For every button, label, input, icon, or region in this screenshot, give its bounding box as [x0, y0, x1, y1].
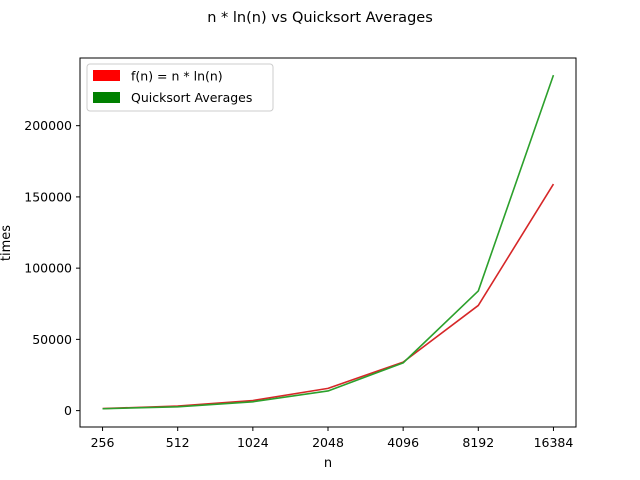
x-tick-label-1: 512 — [166, 435, 190, 450]
x-axis-ticks: 256 512 1024 2048 4096 8192 16384 — [91, 427, 574, 450]
series-line-1 — [102, 74, 555, 410]
legend: f(n) = n * ln(n) Quicksort Averages — [86, 63, 274, 112]
y-axis-ticks: 0 50000 100000 150000 200000 — [24, 118, 80, 418]
x-tick-label-5: 8192 — [462, 435, 494, 450]
x-tick-label-6: 16384 — [534, 435, 574, 450]
x-tick-label-2: 1024 — [237, 435, 269, 450]
x-axis-label: n — [324, 456, 332, 471]
x-tick-label-3: 2048 — [312, 435, 344, 450]
y-tick-label-3: 150000 — [24, 189, 72, 204]
legend-swatch-quicksort — [93, 92, 120, 103]
legend-label-f-n: f(n) = n * ln(n) — [131, 69, 223, 84]
legend-swatch-f-n — [93, 70, 120, 81]
y-tick-label-0: 0 — [64, 403, 72, 418]
y-axis-label: times — [0, 225, 14, 261]
legend-label-quicksort: Quicksort Averages — [131, 90, 252, 105]
y-tick-label-2: 100000 — [24, 261, 72, 276]
y-tick-label-4: 200000 — [24, 118, 72, 133]
x-tick-label-0: 256 — [91, 435, 115, 450]
legend-frame — [86, 63, 274, 112]
x-tick-label-4: 4096 — [387, 435, 419, 450]
y-tick-label-1: 50000 — [32, 332, 72, 347]
chart-title: n * ln(n) vs Quicksort Averages — [207, 10, 433, 26]
series-lines — [102, 74, 555, 410]
